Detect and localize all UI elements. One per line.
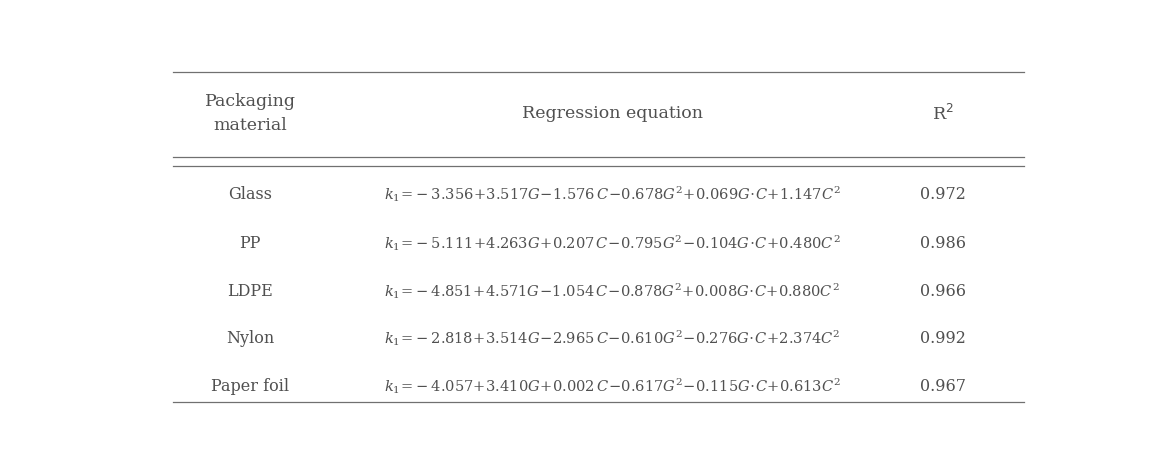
Text: LDPE: LDPE <box>228 283 273 300</box>
Text: Glass: Glass <box>228 186 272 203</box>
Text: 0.966: 0.966 <box>919 283 966 300</box>
Text: 0.986: 0.986 <box>919 234 966 252</box>
Text: $k_{1}\!=\!-4.057\!+\!3.410G\!+\!0.002\,C\!-\!0.617G^{2}\!-\!0.115G\!\cdot\!C\!+: $k_{1}\!=\!-4.057\!+\!3.410G\!+\!0.002\,… <box>383 376 841 396</box>
Text: Nylon: Nylon <box>225 330 274 347</box>
Text: Regression equation: Regression equation <box>522 105 703 122</box>
Text: Paper foil: Paper foil <box>211 378 290 395</box>
Text: $k_{1}\!=\!-3.356\!+\!3.517G\!-\!1.576\,C\!-\!0.678G^{2}\!+\!0.069G\!\cdot\!C\!+: $k_{1}\!=\!-3.356\!+\!3.517G\!-\!1.576\,… <box>383 184 841 205</box>
Text: R$^{2}$: R$^{2}$ <box>932 104 953 124</box>
Text: 0.972: 0.972 <box>919 186 966 203</box>
Text: $k_{1}\!=\!-4.851\!+\!4.571G\!-\!1.054\,C\!-\!0.878G^{2}\!+\!0.008G\!\cdot\!C\!+: $k_{1}\!=\!-4.851\!+\!4.571G\!-\!1.054\,… <box>384 282 840 301</box>
Text: PP: PP <box>239 234 260 252</box>
Text: 0.967: 0.967 <box>919 378 966 395</box>
Text: $k_{1}\!=\!-5.111\!+\!4.263G\!+\!0.207\,C\!-\!0.795G^{2}\!-\!0.104G\!\cdot\!C\!+: $k_{1}\!=\!-5.111\!+\!4.263G\!+\!0.207\,… <box>384 233 841 253</box>
Text: $k_{1}\!=\!-2.818\!+\!3.514G\!-\!2.965\,C\!-\!0.610G^{2}\!-\!0.276G\!\cdot\!C\!+: $k_{1}\!=\!-2.818\!+\!3.514G\!-\!2.965\,… <box>384 328 841 348</box>
Text: Packaging
material: Packaging material <box>204 92 296 134</box>
Text: 0.992: 0.992 <box>919 330 966 347</box>
